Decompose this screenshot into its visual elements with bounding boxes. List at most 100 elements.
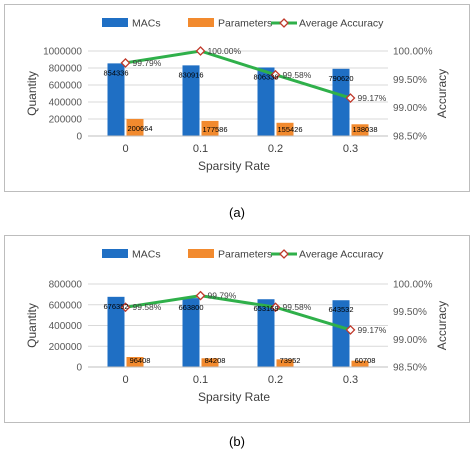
y-tick-label: 800000 <box>49 64 83 75</box>
y2-tick-label: 99.50% <box>393 75 427 86</box>
legend-label-parameters: Parameters <box>218 249 272 261</box>
macs-data-label: 790620 <box>328 74 353 83</box>
accuracy-marker <box>120 302 131 313</box>
parameters-data-label: 138038 <box>352 125 377 134</box>
parameters-data-label: 84208 <box>205 356 226 365</box>
y2-tick-label: 99.50% <box>393 307 427 318</box>
chart-a: 0 200000 400000 600000 800000 1000000 98.50% 99… <box>25 18 449 174</box>
accuracy-marker <box>270 302 281 313</box>
bar-parameters <box>201 358 219 367</box>
parameters-data-label: 60708 <box>355 356 376 365</box>
macs-data-label: 653168 <box>253 304 278 313</box>
y-tick-label: 400000 <box>49 321 83 332</box>
legend-label-accuracy: Average Accuracy <box>299 249 384 261</box>
accuracy-marker <box>195 46 206 56</box>
x-tick-label: 0.2 <box>268 143 283 155</box>
legend: MACs Parameters Average Accuracy <box>102 18 384 30</box>
macs-data-label: 676352 <box>103 302 128 311</box>
legend-label-macs: MACs <box>132 249 161 261</box>
legend: MACs Parameters Average Accuracy <box>102 249 384 261</box>
accuracy-data-label: 99.17% <box>358 93 387 103</box>
y-tick-label: 600000 <box>49 81 83 92</box>
caption-a: (a) <box>229 205 245 220</box>
macs-data-label: 854336 <box>103 68 128 77</box>
bar-parameters <box>276 122 294 136</box>
accuracy-data-label: 99.79% <box>133 58 162 68</box>
chart-b: 0 200000 400000 600000 800000 98.50% 99.00% 99.… <box>25 249 449 405</box>
parameters-data-label: 177586 <box>202 125 227 134</box>
y-tick-label: 0 <box>76 363 82 374</box>
y2-tick-label: 99.00% <box>393 103 427 114</box>
accuracy-marker <box>270 69 281 80</box>
bar-macs <box>332 68 350 136</box>
macs-data-label: 643532 <box>328 305 353 314</box>
bar-macs <box>182 298 200 367</box>
x-tick-label: 0.1 <box>193 143 208 155</box>
accuracy-data-label: 100.00% <box>208 46 242 56</box>
bar-macs <box>182 65 200 136</box>
legend-swatch-parameters <box>188 249 214 258</box>
y2-axis-title: Accuracy <box>435 301 449 350</box>
legend-swatch-macs <box>102 18 128 27</box>
x-tick-label: 0 <box>122 143 128 155</box>
x-axis-title: Sparsity Rate <box>198 390 270 404</box>
y-tick-label: 1000000 <box>43 47 82 58</box>
legend-swatch-parameters <box>188 18 214 27</box>
accuracy-marker <box>195 290 206 301</box>
y-tick-label: 400000 <box>49 98 83 109</box>
y2-tick-label: 98.50% <box>393 363 427 374</box>
y2-tick-label: 99.00% <box>393 335 427 346</box>
accuracy-data-label: 99.58% <box>283 302 312 312</box>
legend-marker-accuracy <box>279 18 289 28</box>
macs-data-label: 806336 <box>253 72 278 81</box>
macs-data-label: 830916 <box>178 70 203 79</box>
accuracy-data-label: 99.58% <box>133 302 162 312</box>
bar-macs <box>257 299 275 367</box>
x-tick-label: 0.2 <box>268 374 283 386</box>
parameters-data-label: 155426 <box>277 125 302 134</box>
bar-parameters <box>276 359 294 367</box>
y2-tick-label: 100.00% <box>393 280 433 291</box>
x-tick-label: 0 <box>122 374 128 386</box>
legend-label-accuracy: Average Accuracy <box>299 18 384 30</box>
x-tick-label: 0.3 <box>343 143 358 155</box>
bar-macs <box>107 63 125 136</box>
bar-macs <box>107 296 125 367</box>
legend-swatch-macs <box>102 249 128 258</box>
chart-b-frame <box>4 235 470 423</box>
macs-data-label: 663800 <box>178 303 203 312</box>
chart-a-frame <box>4 4 470 192</box>
accuracy-marker <box>345 93 356 103</box>
legend-label-macs: MACs <box>132 18 161 30</box>
accuracy-data-label: 99.58% <box>283 70 312 80</box>
accuracy-line <box>125 294 351 332</box>
bar-parameters <box>351 124 369 136</box>
y-axis-title: Quantity <box>25 303 39 348</box>
accuracy-marker <box>120 57 131 68</box>
y-tick-label: 600000 <box>49 300 83 311</box>
y2-tick-label: 98.50% <box>393 132 427 143</box>
bar-macs <box>257 67 275 136</box>
y2-tick-label: 100.00% <box>393 47 433 58</box>
bar-macs <box>332 300 350 367</box>
accuracy-data-label: 99.79% <box>208 291 237 301</box>
y-tick-label: 800000 <box>49 280 83 291</box>
x-tick-label: 0.1 <box>193 374 208 386</box>
parameters-data-label: 73952 <box>280 356 301 365</box>
accuracy-data-label: 99.17% <box>358 325 387 335</box>
y-tick-label: 200000 <box>49 342 83 353</box>
bar-parameters <box>126 118 144 136</box>
y-tick-label: 0 <box>76 132 82 143</box>
accuracy-line <box>125 49 351 100</box>
bar-parameters <box>351 360 369 367</box>
accuracy-marker <box>345 325 356 335</box>
bar-parameters <box>201 120 219 136</box>
bar-parameters <box>126 356 144 367</box>
x-tick-label: 0.3 <box>343 374 358 386</box>
x-axis-title: Sparsity Rate <box>198 159 270 173</box>
y-axis-title: Quantity <box>25 71 39 116</box>
parameters-data-label: 200664 <box>127 124 152 133</box>
parameters-data-label: 96408 <box>130 356 151 365</box>
y-tick-label: 200000 <box>49 115 83 126</box>
